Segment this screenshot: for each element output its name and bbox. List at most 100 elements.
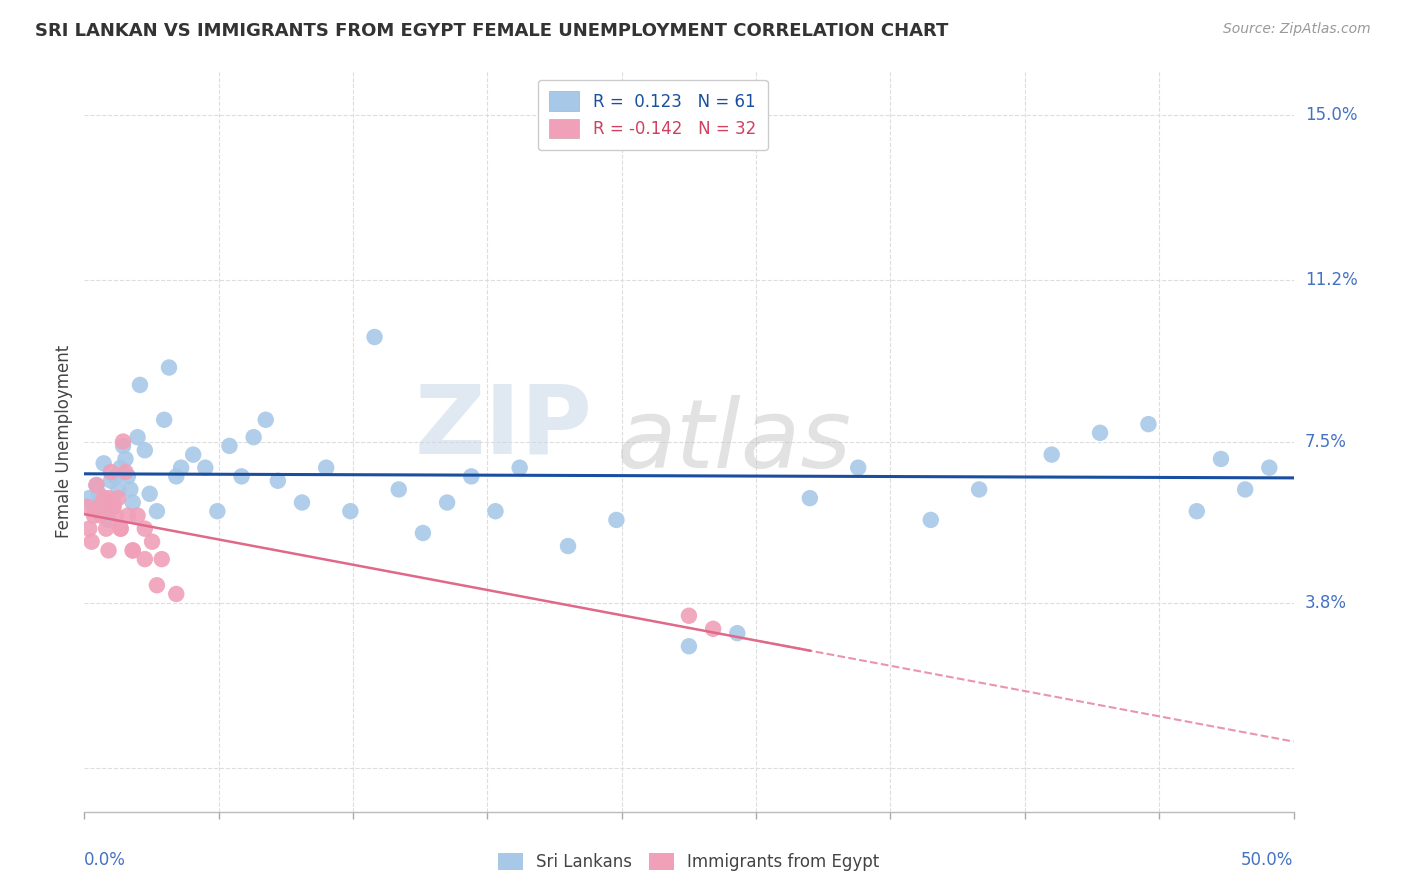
Point — [127, 430, 149, 444]
Point — [509, 460, 531, 475]
Point — [315, 460, 337, 475]
Point — [100, 465, 122, 479]
Point — [112, 439, 135, 453]
Point — [107, 491, 129, 505]
Text: 0.0%: 0.0% — [84, 851, 127, 869]
Point — [97, 513, 120, 527]
Point — [114, 452, 136, 467]
Point — [90, 495, 112, 509]
Text: 15.0%: 15.0% — [1305, 106, 1357, 124]
Point — [93, 491, 115, 505]
Point — [1258, 460, 1281, 475]
Point — [170, 460, 193, 475]
Point — [77, 522, 100, 536]
Point — [146, 504, 169, 518]
Point — [153, 413, 176, 427]
Point — [100, 474, 122, 488]
Point — [1088, 425, 1111, 440]
Point — [207, 504, 229, 518]
Point — [97, 491, 120, 505]
Point — [388, 483, 411, 497]
Point — [605, 513, 627, 527]
Point — [134, 552, 156, 566]
Point — [267, 474, 290, 488]
Point — [218, 439, 240, 453]
Point — [436, 495, 458, 509]
Point — [1137, 417, 1160, 431]
Point — [76, 500, 98, 514]
Point — [77, 491, 100, 505]
Point — [97, 543, 120, 558]
Point — [242, 430, 264, 444]
Point — [110, 522, 132, 536]
Point — [725, 626, 748, 640]
Point — [117, 508, 139, 523]
Point — [104, 508, 127, 523]
Text: Source: ZipAtlas.com: Source: ZipAtlas.com — [1223, 22, 1371, 37]
Point — [150, 552, 173, 566]
Point — [181, 448, 204, 462]
Point — [110, 460, 132, 475]
Point — [112, 434, 135, 449]
Text: 3.8%: 3.8% — [1305, 594, 1347, 612]
Point — [254, 413, 277, 427]
Point — [86, 478, 108, 492]
Point — [157, 360, 180, 375]
Point — [87, 500, 110, 514]
Point — [138, 487, 160, 501]
Point — [678, 608, 700, 623]
Point — [83, 500, 105, 514]
Y-axis label: Female Unemployment: Female Unemployment — [55, 345, 73, 538]
Point — [799, 491, 821, 505]
Point — [134, 443, 156, 458]
Point — [129, 378, 152, 392]
Point — [141, 534, 163, 549]
Point — [114, 465, 136, 479]
Legend: Sri Lankans, Immigrants from Egypt: Sri Lankans, Immigrants from Egypt — [492, 846, 886, 878]
Point — [121, 495, 143, 509]
Point — [460, 469, 482, 483]
Text: 7.5%: 7.5% — [1305, 433, 1347, 450]
Point — [87, 487, 110, 501]
Point — [103, 495, 125, 509]
Point — [1234, 483, 1257, 497]
Point — [104, 469, 127, 483]
Point — [412, 526, 434, 541]
Point — [339, 504, 361, 518]
Point — [127, 508, 149, 523]
Point — [231, 469, 253, 483]
Point — [120, 483, 142, 497]
Text: atlas: atlas — [616, 395, 852, 488]
Point — [165, 469, 187, 483]
Point — [194, 460, 217, 475]
Point — [103, 500, 125, 514]
Point — [363, 330, 385, 344]
Point — [94, 504, 117, 518]
Text: ZIP: ZIP — [415, 380, 592, 474]
Point — [1185, 504, 1208, 518]
Point — [86, 478, 108, 492]
Point — [702, 622, 724, 636]
Point — [94, 522, 117, 536]
Point — [678, 129, 700, 144]
Text: 50.0%: 50.0% — [1241, 851, 1294, 869]
Point — [80, 534, 103, 549]
Point — [107, 483, 129, 497]
Point — [134, 522, 156, 536]
Point — [678, 639, 700, 653]
Point — [121, 543, 143, 558]
Point — [1040, 448, 1063, 462]
Point — [1209, 452, 1232, 467]
Point — [117, 469, 139, 483]
Point — [103, 500, 125, 514]
Point — [967, 483, 990, 497]
Point — [90, 508, 112, 523]
Point — [93, 456, 115, 470]
Text: SRI LANKAN VS IMMIGRANTS FROM EGYPT FEMALE UNEMPLOYMENT CORRELATION CHART: SRI LANKAN VS IMMIGRANTS FROM EGYPT FEMA… — [35, 22, 949, 40]
Point — [291, 495, 314, 509]
Point — [110, 522, 132, 536]
Point — [146, 578, 169, 592]
Point — [557, 539, 579, 553]
Point — [83, 508, 105, 523]
Point — [165, 587, 187, 601]
